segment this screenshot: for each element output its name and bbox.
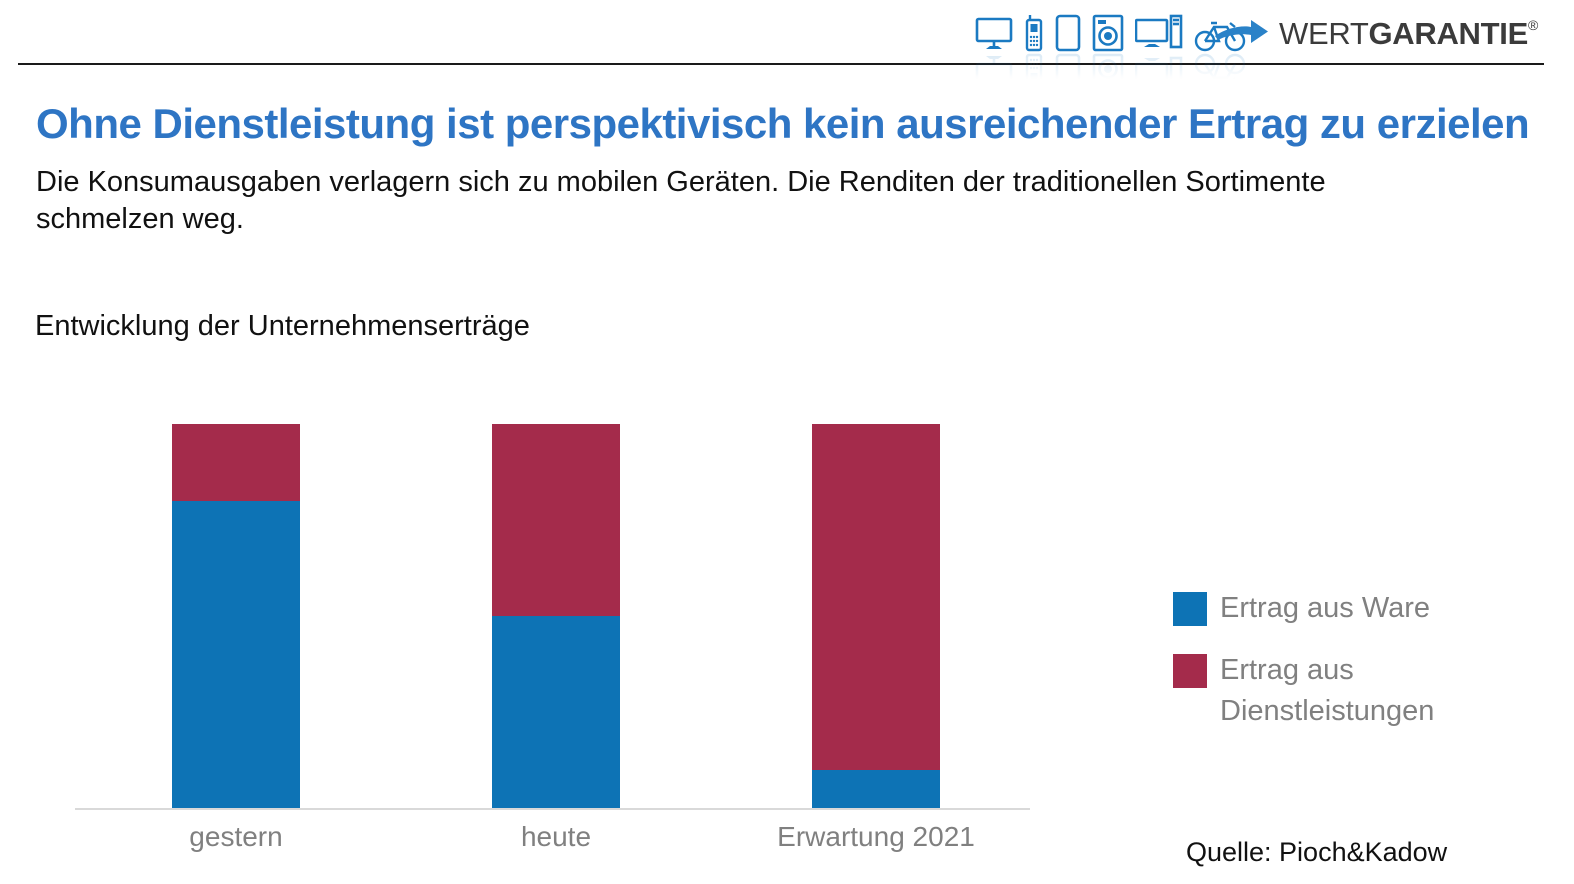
tv-icon (975, 53, 1013, 91)
x-axis-tick-label: heute (520, 821, 592, 852)
bicycle-icon (1194, 53, 1246, 87)
wertgarantie-logo: WERTGARANTIE® (1213, 16, 1538, 52)
legend-label: Ertrag aus Dienstleistungen (1220, 654, 1435, 727)
category-labels: gestern heute Erwartung 2021 (75, 821, 1030, 861)
tv-icon (975, 14, 1013, 52)
legend-label: Ertrag aus Ware (1220, 592, 1431, 624)
washing-machine-icon (1092, 53, 1124, 91)
legend-swatch (1173, 654, 1207, 688)
device-icons (975, 12, 1246, 52)
mobile-phone-icon (1024, 53, 1044, 91)
legend-item: Ertrag aus Ware (1173, 588, 1472, 629)
source-note: Quelle: Pioch&Kadow (1186, 837, 1448, 867)
bar-segment (492, 424, 620, 616)
page-title: Ohne Dienstleistung ist perspektivisch k… (36, 100, 1530, 147)
chart-title: Entwicklung der Unternehmenserträge (35, 310, 530, 342)
legend-item: Ertrag aus Dienstleistungen (1173, 650, 1472, 732)
logo-arrow-icon (1213, 18, 1269, 51)
desktop-computer-icon (1135, 14, 1183, 52)
plot-area (75, 424, 1030, 810)
tablet-icon (1055, 14, 1081, 52)
registered-trademark-icon: ® (1527, 17, 1538, 33)
bar-segment (172, 424, 300, 501)
bar-segment (812, 424, 940, 770)
washing-machine-icon (1092, 14, 1124, 52)
stacked-bar (172, 424, 300, 808)
chart-legend: Ertrag aus Ware Ertrag aus Dienstleistung… (1173, 588, 1472, 753)
mobile-phone-icon (1024, 14, 1044, 52)
header-divider (18, 63, 1544, 65)
stacked-bar (812, 424, 940, 808)
bar-segment (172, 500, 300, 808)
bar-segment (492, 616, 620, 808)
bar-segment (812, 769, 940, 808)
legend-swatch (1173, 592, 1207, 626)
device-icons-reflection (975, 53, 1246, 93)
logo-word-bold: GARANTIE (1368, 16, 1528, 51)
logo-wordmark: WERTGARANTIE® (1279, 16, 1538, 52)
tablet-icon (1055, 53, 1081, 91)
x-axis-tick-label: gestern (189, 821, 283, 852)
stacked-bar (492, 424, 620, 808)
desktop-computer-icon (1135, 53, 1183, 91)
subtitle: Die Konsumausgaben verlagern sich zu mob… (36, 166, 1326, 235)
x-axis-tick-label: Erwartung 2021 (777, 821, 975, 852)
logo-word-light: WERT (1278, 16, 1369, 51)
